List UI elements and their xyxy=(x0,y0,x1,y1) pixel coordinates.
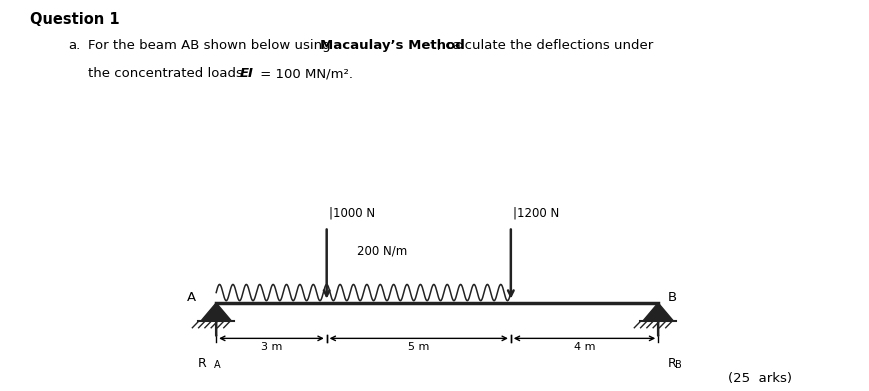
Text: Macaulay’s Method: Macaulay’s Method xyxy=(320,39,464,52)
Text: 200 N/m: 200 N/m xyxy=(356,245,407,258)
Text: A: A xyxy=(214,360,221,370)
Text: 5 m: 5 m xyxy=(408,342,429,352)
Text: (25  arks): (25 arks) xyxy=(726,372,791,385)
Text: |1200 N: |1200 N xyxy=(512,207,558,220)
Text: = 100 MN/m².: = 100 MN/m². xyxy=(255,67,353,80)
Text: 3 m: 3 m xyxy=(261,342,282,352)
Text: 4 m: 4 m xyxy=(573,342,594,352)
Text: B: B xyxy=(667,291,676,304)
Text: a.: a. xyxy=(68,39,80,52)
Text: Question 1: Question 1 xyxy=(30,12,120,27)
Text: R: R xyxy=(198,357,207,370)
Text: B: B xyxy=(674,360,680,370)
Text: A: A xyxy=(187,291,196,304)
Text: EI: EI xyxy=(240,67,254,80)
Text: |1000 N: |1000 N xyxy=(328,207,375,220)
Polygon shape xyxy=(201,303,231,321)
Text: the concentrated loads.: the concentrated loads. xyxy=(88,67,251,80)
Text: , calculate the deflections under: , calculate the deflections under xyxy=(436,39,653,52)
Text: For the beam AB shown below using: For the beam AB shown below using xyxy=(88,39,335,52)
Polygon shape xyxy=(642,303,673,321)
Text: R: R xyxy=(667,357,675,370)
